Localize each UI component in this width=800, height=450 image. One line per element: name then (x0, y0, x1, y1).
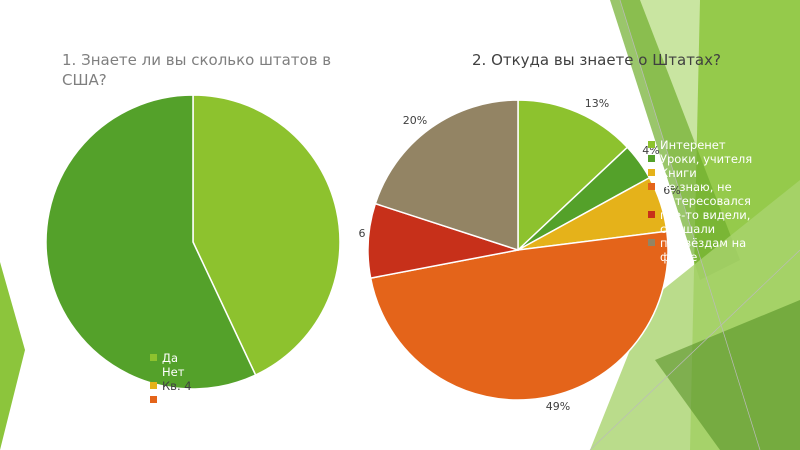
legend-item: где-то видели, слышали (648, 208, 763, 236)
legend-swatch (648, 239, 655, 246)
pie-data-label: 4% (642, 144, 659, 157)
legend-item: Книги (648, 166, 763, 180)
legend-swatch (648, 169, 655, 176)
legend-swatch (648, 211, 655, 218)
legend-item: Да (150, 351, 192, 365)
legend-label: Не знаю, не интересовался (660, 180, 751, 208)
legend-item: Уроки, учителя (648, 152, 763, 166)
legend-label: Уроки, учителя (660, 152, 753, 166)
right-stripe-decoration (655, 300, 800, 450)
legend-item: Не знаю, не интересовался (648, 180, 763, 208)
legend-swatch (150, 368, 157, 375)
legend-item: Кв. 4 (150, 379, 192, 393)
pie-slice (517, 99, 629, 252)
legend-swatch (150, 396, 157, 403)
decorative-line (619, 0, 761, 450)
pie-slice (374, 99, 519, 252)
legend-swatch (150, 382, 157, 389)
pie-slice (369, 230, 669, 401)
legend-label: по звёздам на флаге (660, 236, 747, 264)
pie-data-label: 13% (585, 97, 609, 110)
legend-item: Интеренет (648, 138, 763, 152)
chart2-title: 2. Откуда вы знаете о Штатах? (472, 51, 721, 69)
pie-data-label: 6 (359, 227, 366, 240)
pie-slice (45, 94, 257, 390)
chart1-title: 1. Знаете ли вы сколько штатов в США? (62, 51, 332, 89)
legend-item: по звёздам на флаге (648, 236, 763, 264)
legend-swatch (150, 354, 157, 361)
decorative-line (589, 249, 800, 450)
chart2-legend: Интеренет Уроки, учителя Книги Не знаю, не … (648, 138, 763, 264)
chart1-legend: Да Нет Кв. 4 (150, 351, 192, 403)
pie-data-label: 6% (663, 184, 680, 197)
right-stripe-decoration (610, 0, 740, 280)
pie-data-label: 20% (403, 114, 427, 127)
legend-label: где-то видели, слышали (660, 208, 751, 236)
legend-label: Да (162, 351, 179, 365)
legend-swatch (648, 183, 655, 190)
left-triangle-decoration (0, 262, 25, 450)
legend-swatch (648, 155, 655, 162)
pie-data-label: 49% (546, 400, 570, 413)
legend-label: Кв. 4 (162, 379, 192, 393)
pie-slice (192, 94, 341, 377)
legend-label: Книги (660, 166, 697, 180)
legend-label: Нет (162, 365, 185, 379)
legend-item: Нет (150, 365, 192, 379)
legend-label: Интеренет (660, 138, 726, 152)
legend-swatch (648, 141, 655, 148)
